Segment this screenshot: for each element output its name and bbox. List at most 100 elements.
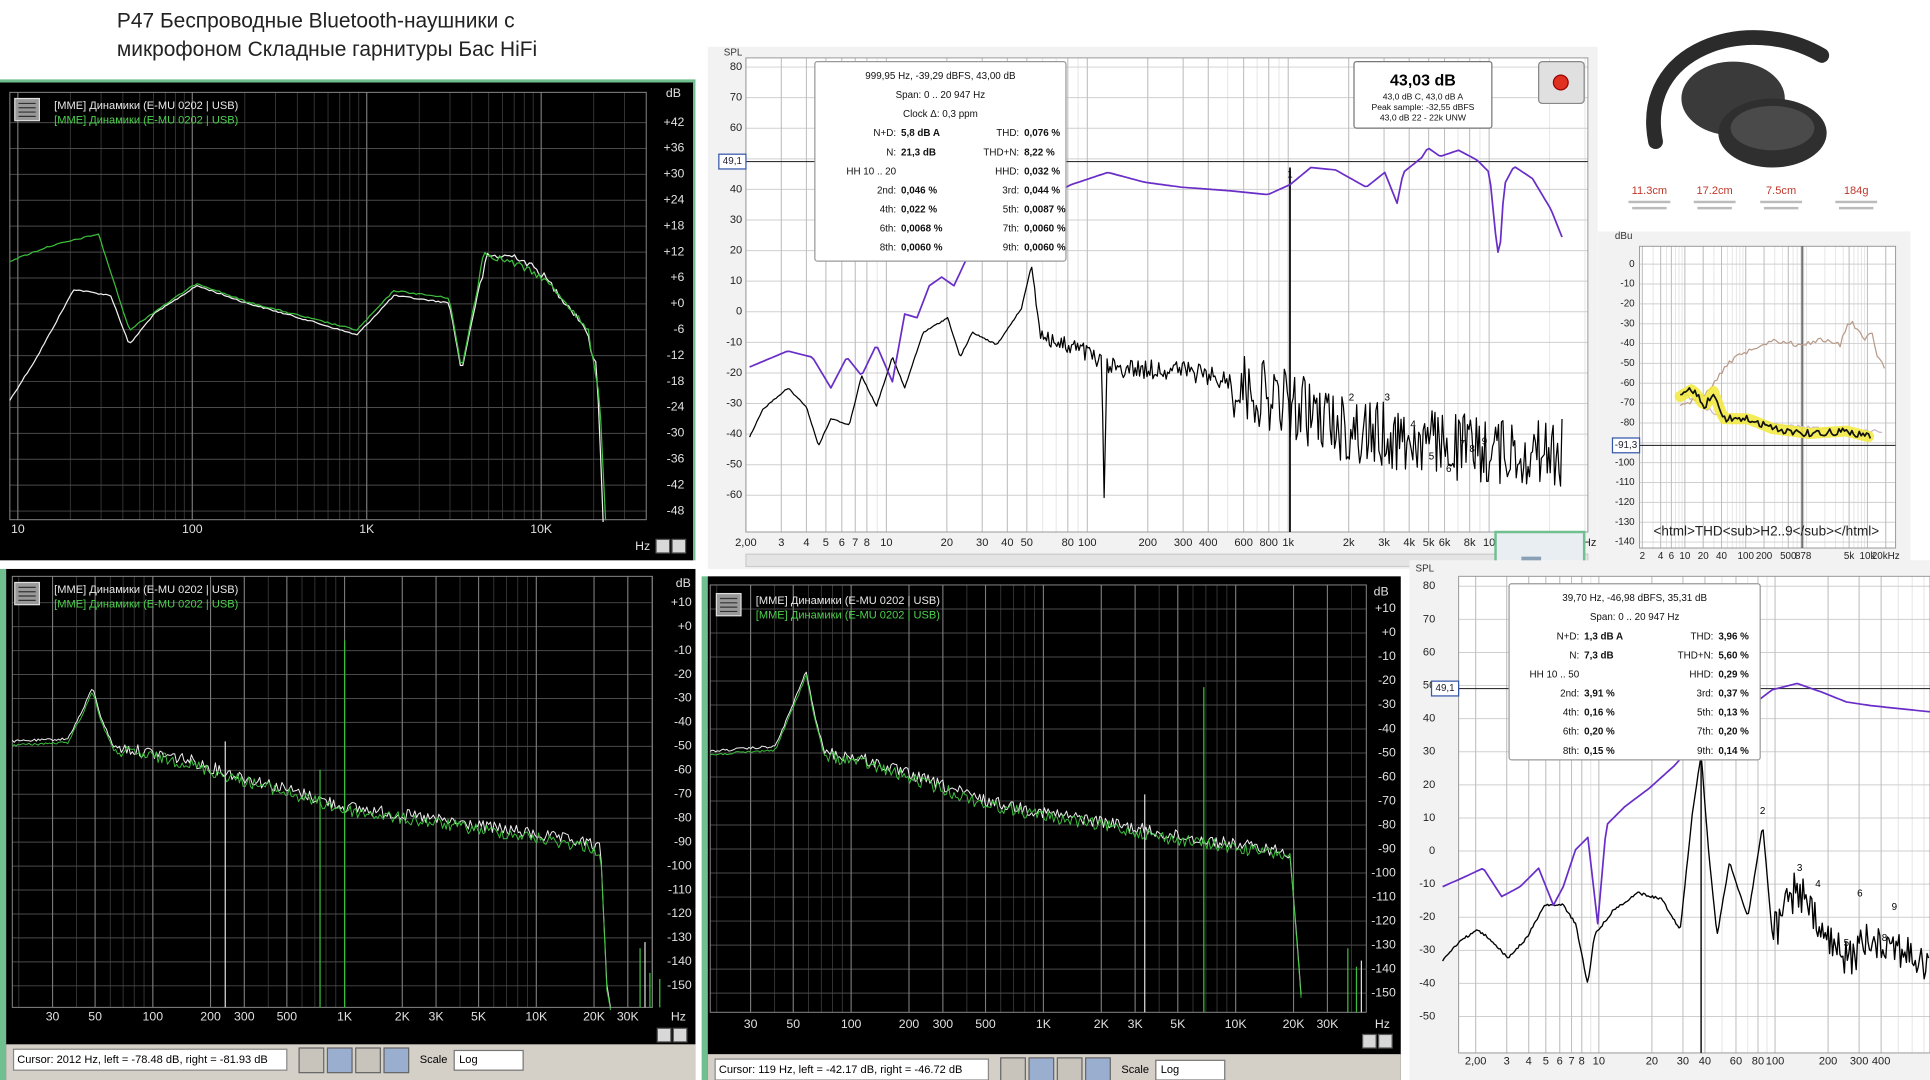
x-tick-label: 300 [933, 1017, 954, 1031]
y-tick-label: +30 [664, 167, 685, 181]
x-tick-label: 50 [786, 1017, 800, 1031]
y-tick-label: -130 [667, 930, 692, 944]
y-tick-label: -30 [1419, 944, 1435, 956]
legend-entry: [MME] Динамики (E-MU 0202 | USB) [756, 610, 940, 622]
info-value: 0,0060 % [1024, 224, 1066, 235]
x-tick-label: 300 [1174, 537, 1192, 549]
y-tick-label: -140 [667, 954, 692, 968]
info-value: 0,15 % [1584, 746, 1615, 757]
toolbar-button[interactable] [383, 1047, 410, 1074]
info-label: 8th: [1563, 746, 1579, 757]
x-tick-label: 3 [1504, 1055, 1510, 1067]
y-tick-label: 30 [730, 214, 742, 226]
y-tick-label: -30 [1620, 318, 1635, 329]
panel-frame [0, 82, 693, 561]
y-tick-label: -20 [1620, 298, 1635, 309]
y-tick-label: -40 [726, 428, 742, 440]
zoom-button[interactable] [672, 1027, 688, 1043]
title-line: микрофоном Складные гарнитуры Бас HiFi [117, 38, 537, 61]
level-line: Peak sample: -32,55 dBFS [1371, 102, 1474, 112]
y-tick-label: -60 [1620, 378, 1635, 389]
spectrum-left-channel [11, 689, 612, 1008]
x-tick-label: 10K [525, 1009, 548, 1023]
info-value: 0,0087 % [1024, 205, 1066, 216]
harmonic-label: 7 [1460, 439, 1465, 450]
x-tick-label: 10 [11, 522, 25, 536]
y-tick-label: -150 [667, 978, 692, 992]
y-tick-label: +0 [1382, 625, 1396, 639]
x-tick-label: 1K [359, 522, 375, 536]
y-tick-label: -20 [1378, 673, 1396, 687]
x-tick-label: 3K [429, 1009, 445, 1023]
x-unit: Hz [635, 539, 650, 553]
y-tick-label: 80 [1423, 580, 1435, 592]
zoom-button[interactable] [671, 538, 687, 554]
harmonic-label: 4 [1410, 419, 1416, 430]
info-value: 21,3 dB [901, 147, 936, 158]
x-tick-label: 20kHz [1872, 551, 1900, 562]
x-tick-label: 5K [1170, 1017, 1186, 1031]
x-tick-label: 100 [1766, 1055, 1784, 1067]
x-tick-label: 20 [1698, 551, 1709, 562]
info-value: 0,044 % [1024, 185, 1060, 196]
y-tick-label: 20 [1423, 779, 1435, 791]
spec-caption [1763, 206, 1799, 210]
scale-value: Log [459, 1054, 477, 1066]
zoom-button[interactable] [655, 538, 671, 554]
x-tick-label: 2K [395, 1009, 411, 1023]
x-tick-label: 100 [182, 522, 203, 536]
y-tick-label: 30 [1423, 746, 1435, 758]
info-label: 5th: [1697, 708, 1713, 719]
y-tick-label: -150 [1371, 985, 1396, 999]
y-tick-label: -60 [674, 763, 692, 777]
x-tick-label: 4 [1526, 1055, 1532, 1067]
spec-caption [1632, 206, 1667, 210]
info-label: 8th: [880, 243, 896, 254]
x-tick-label: 3 [778, 537, 784, 549]
y-tick-label: 10 [730, 275, 742, 287]
x-tick-label: 200 [1139, 537, 1157, 549]
y-tick-label: +12 [664, 244, 685, 258]
x-tick-label: 300 [234, 1009, 255, 1023]
x-tick-label: 5k [1423, 537, 1435, 549]
zoom-button[interactable] [1361, 1033, 1377, 1049]
plot-border [11, 575, 653, 1008]
x-tick-label: 2k [1343, 537, 1355, 549]
x-tick-label: 3K [1128, 1017, 1144, 1031]
level-main: 43,03 dB [1390, 72, 1456, 89]
toolbar-button[interactable] [355, 1047, 381, 1074]
info-value: 3,96 % [1718, 631, 1749, 642]
plot-border [1458, 575, 1930, 1054]
scale-select[interactable] [1155, 1059, 1226, 1080]
info-label: 4th: [880, 205, 896, 216]
scale-select[interactable] [453, 1049, 524, 1071]
spec-caption [1697, 206, 1732, 210]
y-tick-label: -36 [667, 452, 685, 466]
harmonic-label: 3 [1797, 863, 1803, 874]
zoom-button[interactable] [656, 1027, 672, 1043]
toolbar-button[interactable] [1085, 1057, 1111, 1080]
y-unit: SPL [724, 48, 743, 59]
thd-curve-h2 [1680, 387, 1872, 439]
toolbar-button[interactable] [1056, 1057, 1083, 1080]
y-tick-label: -10 [1620, 279, 1635, 290]
x-tick-label: 8 [864, 537, 870, 549]
y-tick-label: 20 [730, 245, 742, 257]
x-tick-label: 20K [583, 1009, 606, 1023]
x-tick-label: 200 [899, 1017, 920, 1031]
distortion-curve [749, 266, 1563, 499]
harmonic-label: 5 [1429, 451, 1435, 462]
info-label: 7th: [1003, 224, 1019, 235]
toolbar-button[interactable] [1028, 1057, 1055, 1080]
info-value: 0,0060 % [1024, 243, 1066, 254]
toolbar-button[interactable] [1000, 1057, 1026, 1080]
x-unit: Hz [671, 1009, 686, 1023]
toolbar-button[interactable] [298, 1047, 325, 1074]
x-tick-label: 7 [1568, 1055, 1574, 1067]
x-tick-label: 10K [530, 522, 553, 536]
harmonic-label: 8 [1882, 933, 1888, 944]
y-tick-label: -130 [1371, 937, 1396, 951]
zoom-button[interactable] [1377, 1033, 1393, 1049]
toolbar-button[interactable] [326, 1047, 353, 1074]
y-tick-label: 70 [730, 92, 742, 104]
